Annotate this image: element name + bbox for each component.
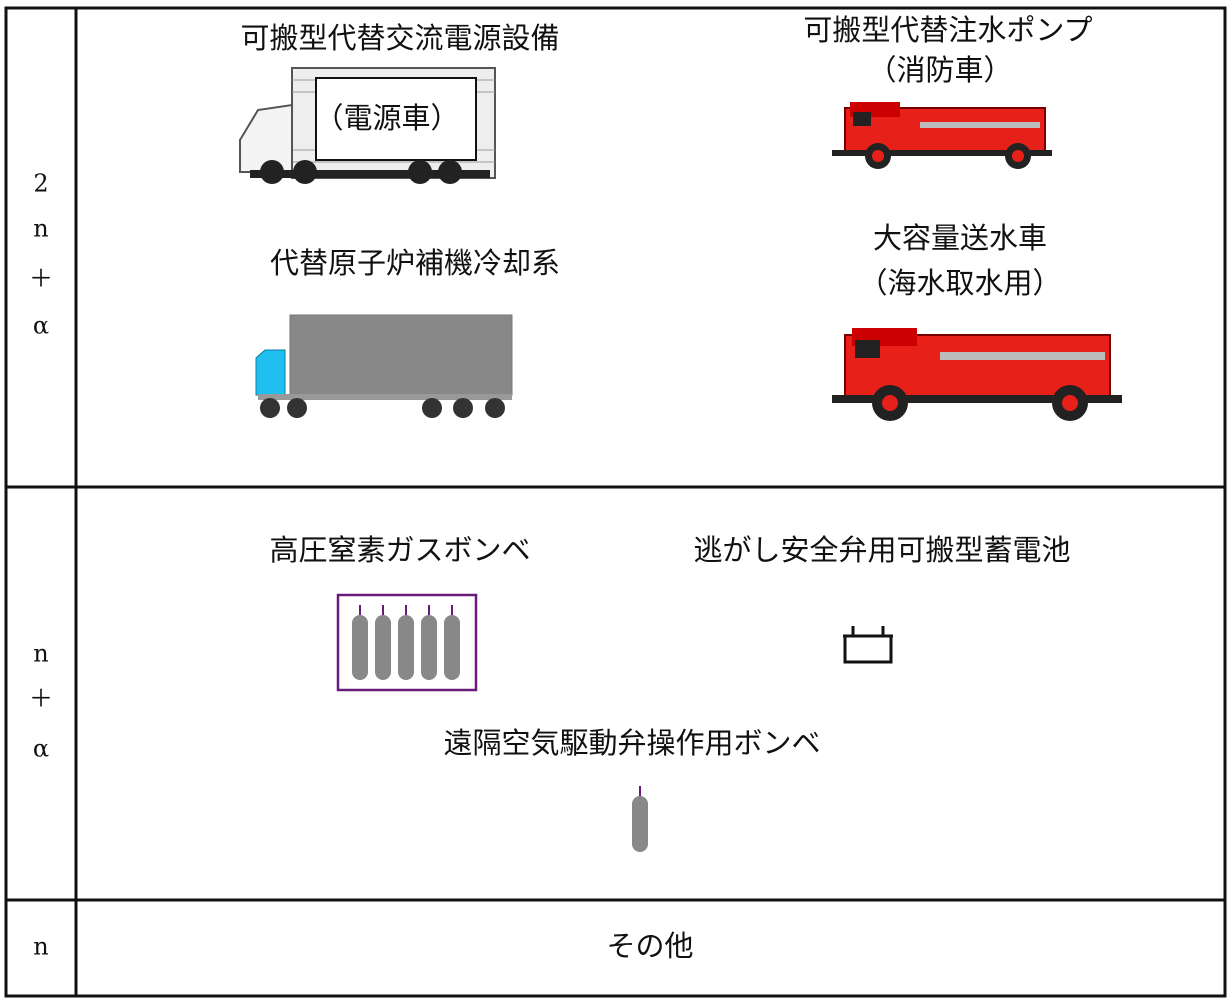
row-label: α <box>33 312 49 340</box>
cylinder-bundle-icon <box>336 593 478 692</box>
row-label: 2 <box>33 170 48 198</box>
battery-icon <box>843 626 893 664</box>
row-label: ＋ <box>29 265 53 293</box>
semi-truck-icon <box>255 314 513 418</box>
item-name: 可搬型代替注水ポンプ <box>803 13 1092 47</box>
row-label: ＋ <box>29 685 53 713</box>
power-truck-icon <box>239 67 496 184</box>
row-label: n <box>33 640 48 668</box>
fire-truck-icon <box>832 328 1122 421</box>
table-grid <box>4 6 1227 998</box>
fire-truck-icon <box>832 102 1052 169</box>
item-name: （海水取水用） <box>858 266 1061 300</box>
row-label: n <box>33 215 48 243</box>
item-name: 逃がし安全弁用可搬型蓄電池 <box>693 533 1070 567</box>
image-label: （電源車） <box>314 101 459 135</box>
item-name: （消防車） <box>867 53 1012 87</box>
row-label: n <box>33 933 48 961</box>
item-name: 可搬型代替交流電源設備 <box>240 21 559 55</box>
row-label: α <box>33 735 49 763</box>
item-name: 大容量送水車 <box>873 221 1047 255</box>
item-name: 高圧窒素ガスボンベ <box>269 533 530 567</box>
item-name: その他 <box>606 929 693 963</box>
item-name: 代替原子炉補機冷却系 <box>270 246 560 280</box>
item-name: 遠隔空気駆動弁操作用ボンベ <box>443 726 820 760</box>
cylinder-icon <box>632 786 648 852</box>
